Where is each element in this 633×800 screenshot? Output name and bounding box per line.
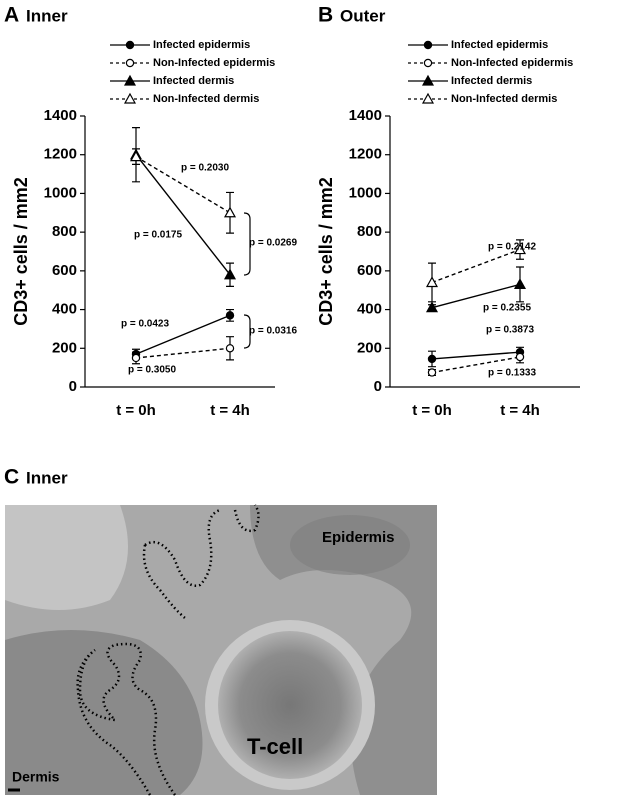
panel-title: Outer [340,6,386,25]
bracket [243,314,251,349]
series-line [135,314,231,355]
epidermis-region [250,505,437,795]
epidermis-outline [144,504,260,587]
micrograph-label: Dermis [12,769,60,785]
legend-label: Non-Infected dermis [153,93,259,105]
legend-label: Non-Infected dermis [451,93,557,105]
y-tick-label: 0 [69,378,77,395]
legend-marker [421,92,435,104]
data-point [427,354,437,364]
data-point [515,352,525,362]
x-tick-label: t = 0h [412,402,452,419]
y-tick-label: 1400 [349,107,382,124]
y-axis-label: CD3+ cells / mm2 [11,177,31,326]
dermis-region [5,630,203,795]
y-axis-label: CD3+ cells / mm2 [316,177,336,326]
p-value-annotation: p = 0.2355 [483,303,532,314]
series-line [135,154,231,276]
series-line [431,356,521,374]
series-line [135,347,231,359]
legend-marker [125,58,135,68]
data-point [129,150,143,162]
y-tick-label: 1000 [44,184,77,201]
data-point [225,344,235,353]
y-tick-label: 1000 [349,184,382,201]
data-point [513,278,527,290]
legend-label: Infected epidermis [451,39,548,51]
legend-label: Infected dermis [153,75,234,87]
series-line [431,351,521,360]
x-tick-label: t = 0h [116,402,156,419]
legend-marker [423,40,433,50]
data-point [131,353,141,363]
legend-marker [123,92,137,104]
data-point [425,276,439,288]
panel-letter: A [4,4,19,27]
p-value-annotation: p = 0.3050 [128,365,177,376]
series-line [135,156,231,214]
legend-label: Infected epidermis [153,39,250,51]
legend-marker [423,58,433,68]
legend-marker [123,74,137,86]
tissue-region [5,505,128,610]
legend-label: Infected dermis [451,75,532,87]
data-point [513,243,527,255]
bracket [243,212,251,276]
series-line [431,283,521,309]
epidermis-outline [142,544,186,619]
panel-title: Inner [26,468,68,487]
data-point [225,311,235,320]
series-line [431,248,521,284]
y-tick-label: 400 [52,301,77,318]
p-value-annotation: p = 0.3873 [486,325,535,336]
data-point [223,268,237,280]
x-tick-label: t = 4h [500,402,540,419]
micrograph-label: T-cell [247,734,303,759]
y-tick-label: 1200 [349,146,382,163]
y-tick-label: 200 [52,339,77,356]
t-cell-nucleus [218,631,362,779]
y-tick-label: 1400 [44,107,77,124]
legend-marker [125,40,135,50]
x-tick-label: t = 4h [210,402,250,419]
y-tick-label: 400 [357,301,382,318]
panel-letter: B [318,4,333,27]
y-tick-label: 600 [52,262,77,279]
y-tick-label: 200 [357,339,382,356]
p-value-annotation: p = 0.0175 [134,230,183,241]
y-tick-label: 800 [52,223,77,240]
y-tick-label: 1200 [44,146,77,163]
panel-title: Inner [26,6,68,25]
y-tick-label: 0 [374,378,382,395]
cell-dark [290,515,410,575]
data-point [425,301,439,313]
data-point [427,368,437,377]
y-tick-label: 600 [357,262,382,279]
y-tick-label: 800 [357,223,382,240]
p-value-annotation: p = 0.1333 [488,368,537,379]
legend-label: Non-Infected epidermis [153,57,275,69]
p-value-annotation: p = 0.0423 [121,319,170,330]
p-value-annotation: p = 0.2142 [488,242,537,253]
p-value-annotation: p = 0.2030 [181,163,230,174]
panel-letter: C [4,466,19,489]
micrograph-label: Epidermis [322,529,395,546]
p-value-annotation: p = 0.0316 [249,326,298,337]
data-point [223,206,237,218]
micrograph: Epidermis T-cell Dermis [5,504,437,796]
legend-label: Non-Infected epidermis [451,57,573,69]
legend-marker [421,74,435,86]
p-value-annotation: p = 0.0269 [249,238,298,249]
